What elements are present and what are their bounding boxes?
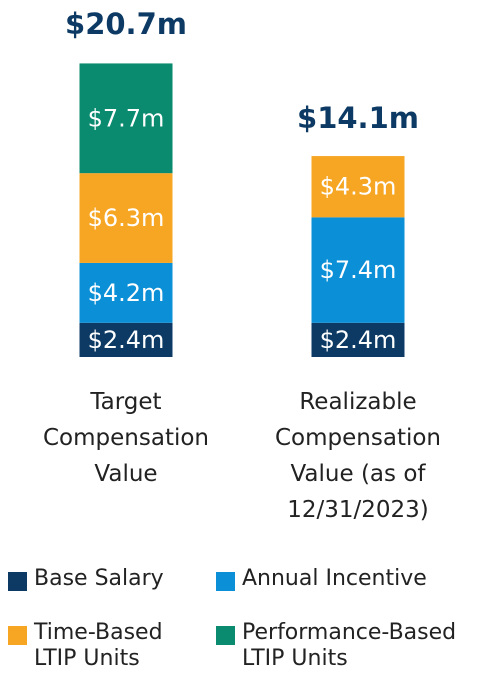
x-tick-label: Target Compensation Value (43, 389, 209, 487)
value-label: $2.4m (88, 326, 165, 354)
value-label: $6.3m (88, 204, 165, 232)
value-label: $2.4m (320, 326, 397, 354)
bar-segment (79, 173, 173, 263)
total-label: $14.1m (297, 101, 419, 135)
legend-item: Performance-Based LTIP Units (216, 620, 466, 672)
value-label: $7.7m (88, 104, 165, 132)
value-label: $4.3m (320, 173, 397, 201)
bar-segment (311, 217, 405, 323)
legend-item: Time-Based LTIP Units (8, 620, 168, 672)
total-label: $20.7m (65, 7, 187, 41)
legend-label: Base Salary (34, 566, 164, 591)
legend-label: Time-Based LTIP Units (34, 620, 163, 671)
legend-swatch (8, 626, 27, 645)
bar-segment (79, 262, 173, 323)
x-tick-label: Realizable Compensation Value (as of 12/… (275, 389, 441, 523)
bar-segment (79, 63, 173, 174)
bar-segment (79, 322, 173, 357)
value-label: $4.2m (88, 279, 165, 307)
legend-item: Base Salary (8, 566, 188, 592)
legend-label: Annual Incentive (242, 566, 427, 591)
bar-segment (311, 156, 405, 218)
value-label: $7.4m (320, 256, 397, 284)
legend-swatch (216, 572, 235, 591)
legend-swatch (216, 626, 235, 645)
legend-swatch (8, 572, 27, 591)
bar-segment (311, 322, 405, 357)
legend-item: Annual Incentive (216, 566, 476, 592)
legend-label: Performance-Based LTIP Units (242, 620, 457, 671)
